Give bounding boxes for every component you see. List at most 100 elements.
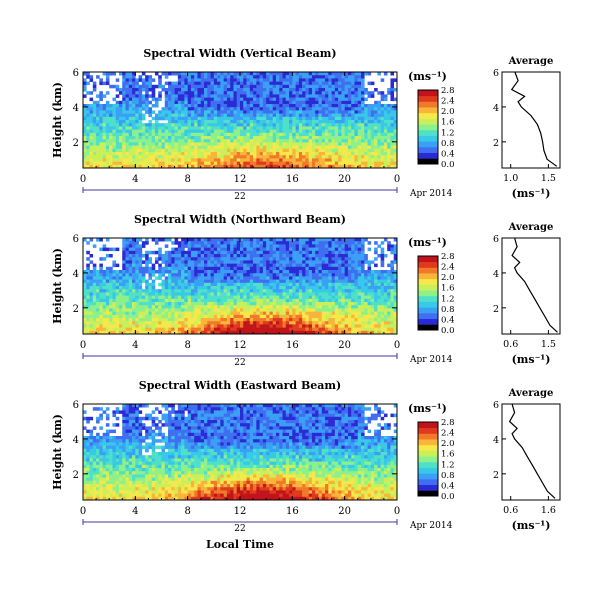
heatmap-cell (292, 289, 296, 293)
heatmap-cell (295, 292, 300, 296)
heatmap-cell (240, 302, 244, 306)
heatmap-cell (154, 270, 159, 274)
heatmap-cell (223, 132, 228, 137)
heatmap-cell (230, 91, 234, 95)
heatmap-cell (361, 81, 365, 86)
heatmap-cell (390, 158, 395, 162)
heatmap-cell (240, 113, 244, 118)
heatmap-cell (393, 164, 398, 169)
heatmap-cell (105, 282, 110, 287)
heatmap-cell (380, 107, 385, 111)
heatmap-cell (151, 289, 156, 293)
heatmap-cell (331, 100, 336, 105)
heatmap-cell (112, 155, 117, 159)
average-frame (501, 71, 561, 169)
heatmap-cell (243, 81, 247, 86)
heatmap-cell (220, 161, 224, 166)
heatmap-cell (370, 116, 375, 121)
heatmap-cell (341, 104, 345, 108)
heatmap-cell (132, 97, 136, 102)
heatmap-cell (135, 273, 139, 277)
heatmap-cell (262, 97, 267, 102)
heatmap-cell (302, 241, 306, 245)
heatmap-cell (305, 155, 309, 159)
heatmap-cell (118, 161, 123, 166)
heatmap-cell (364, 152, 368, 156)
day-label: 22 (234, 192, 245, 202)
heatmap-cell (240, 72, 244, 76)
heatmap-cell (145, 81, 149, 86)
heatmap-cell (158, 292, 162, 296)
heatmap-cell (115, 305, 120, 309)
heatmap-cell (361, 155, 365, 159)
heatmap-cell (109, 247, 113, 252)
heatmap-cell (125, 292, 130, 296)
heatmap-cell (233, 244, 238, 248)
heatmap-cell (305, 136, 309, 140)
heatmap-cell (102, 270, 107, 274)
heatmap-cell (249, 257, 254, 261)
heatmap-cell (115, 330, 120, 335)
heatmap-cell (249, 241, 254, 245)
heatmap-cell (105, 100, 110, 105)
heatmap-cell (96, 286, 100, 290)
heatmap-cell (141, 276, 146, 280)
heatmap-cell (292, 126, 296, 130)
heatmap-cell (318, 104, 323, 108)
heatmap-cell (357, 123, 362, 127)
heatmap-cell (125, 295, 130, 300)
heatmap-cell (308, 254, 313, 258)
heatmap-cell (318, 241, 323, 245)
heatmap-cell (125, 279, 130, 284)
heatmap-cell (115, 321, 120, 325)
heatmap-cell (236, 72, 241, 76)
heatmap-cell (141, 270, 146, 274)
heatmap-cell (318, 142, 323, 146)
heatmap-cell (105, 238, 110, 242)
heatmap-cell (338, 263, 342, 268)
heatmap-cell (308, 289, 313, 293)
heatmap-cell (220, 132, 224, 137)
heatmap-cell (92, 311, 97, 316)
heatmap-cell (220, 123, 224, 127)
heatmap-cell (305, 152, 309, 156)
heatmap-cell (279, 270, 283, 274)
heatmap-cell (240, 318, 244, 322)
heatmap-cell (344, 158, 349, 162)
heatmap-cell (226, 257, 231, 261)
heatmap-cell (240, 286, 244, 290)
heatmap-cell (298, 110, 303, 114)
heatmap-cell (187, 250, 192, 255)
heatmap-cell (226, 289, 231, 293)
heatmap-cell (190, 78, 195, 82)
heatmap-cell (204, 164, 208, 169)
heatmap-cell (128, 132, 133, 137)
heatmap-cell (187, 254, 192, 258)
heatmap-cell (311, 270, 316, 274)
heatmap-cell (217, 295, 221, 300)
heatmap-cell (200, 250, 205, 255)
heatmap-cell (230, 308, 234, 312)
heatmap-cell (164, 330, 169, 335)
heatmap-cell (194, 292, 198, 296)
heatmap-cell (204, 123, 208, 127)
heatmap-cell (207, 88, 211, 92)
heatmap-cell (122, 148, 126, 153)
heatmap-cell (115, 116, 120, 121)
heatmap-cell (259, 120, 264, 124)
heatmap-cell (269, 145, 274, 150)
heatmap-cell (298, 321, 303, 325)
heatmap-cell (236, 305, 241, 309)
heatmap-cell (289, 244, 293, 248)
heatmap-cell (374, 110, 378, 114)
heatmap-cell (118, 311, 123, 316)
heatmap-cell (253, 289, 257, 293)
heatmap-cell (298, 266, 303, 271)
heatmap-cell (138, 94, 143, 98)
heatmap-cell (377, 126, 381, 130)
heatmap-cell (302, 324, 306, 328)
heatmap-cell (105, 145, 110, 150)
heatmap-cell (233, 81, 238, 86)
heatmap-cell (223, 142, 228, 146)
heatmap-cell (118, 91, 123, 95)
